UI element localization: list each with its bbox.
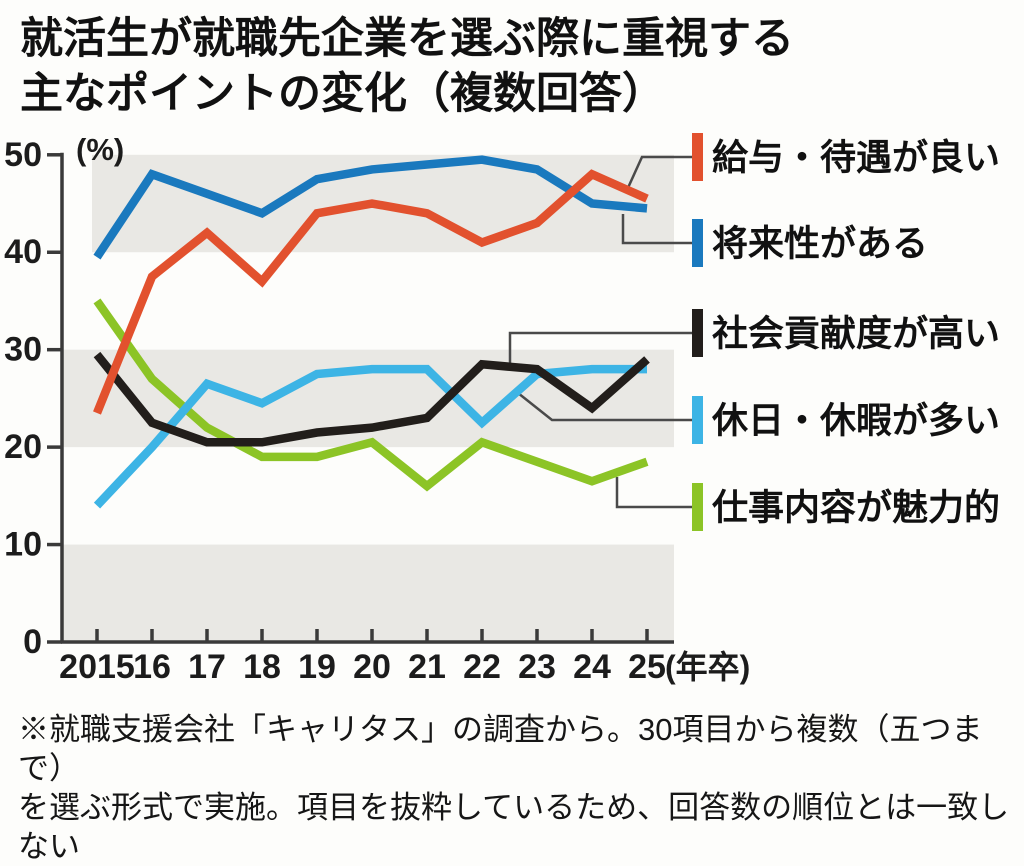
x-tick-label: 20 bbox=[353, 648, 391, 686]
chart-title: 就活生が就職先企業を選ぶ際に重視する 主なポイントの変化（複数回答） bbox=[20, 12, 794, 122]
x-tick-label: 18 bbox=[243, 648, 281, 686]
legend-leader-salary-treatment bbox=[625, 155, 696, 191]
x-axis-unit-label: (年卒) bbox=[665, 649, 750, 685]
x-tick-label: 19 bbox=[298, 648, 336, 686]
y-tick-label: 30 bbox=[4, 331, 42, 369]
series-line-salary-treatment bbox=[93, 169, 649, 415]
chart-title-line1: 就活生が就職先企業を選ぶ際に重視する bbox=[20, 15, 794, 63]
footnote: ※就職支援会社「キャリタス」の調査から。30項目から複数（五つまで） を選ぶ形式… bbox=[18, 710, 1013, 866]
y-tick-label: 50 bbox=[4, 136, 42, 174]
series-line-holidays-vacation bbox=[93, 364, 647, 509]
series-line-work-content bbox=[93, 298, 649, 492]
x-tick-label: 16 bbox=[133, 648, 171, 686]
legend-swatch-future-potential bbox=[692, 219, 703, 267]
y-tick-label: 20 bbox=[4, 428, 42, 466]
legend-label-social-contribution: 社会貢献度が高い bbox=[712, 313, 1000, 354]
series-line-social-contribution bbox=[93, 351, 650, 447]
legend-leader-holidays-vacation bbox=[517, 392, 696, 422]
legend-leader-future-potential bbox=[621, 214, 696, 245]
grid-band bbox=[63, 544, 674, 642]
footnote-line2: を選ぶ形式で実施。項目を抜粋しているため、回答数の順位とは一致し bbox=[18, 790, 1010, 825]
legend-label-holidays-vacation: 休日・休暇が多い bbox=[711, 400, 1000, 441]
x-tick-label: 2015 bbox=[59, 648, 135, 686]
series-line-future-potential bbox=[93, 155, 648, 260]
chart-area: 50 40 30 20 10 0 (%) 2015 16 17 18 19 20 21 22 23 24 25 (年… bbox=[0, 130, 1024, 702]
legend-swatch-work-content bbox=[692, 483, 703, 531]
x-tick-label: 25 bbox=[628, 648, 666, 686]
legend-swatch-social-contribution bbox=[692, 309, 703, 357]
footnote-line1: ※就職支援会社「キャリタス」の調査から。30項目から複数（五つまで） bbox=[18, 712, 983, 786]
legend-swatch-holidays-vacation bbox=[692, 396, 703, 444]
x-tick-label: 23 bbox=[518, 648, 556, 686]
x-tick-label: 24 bbox=[573, 648, 611, 686]
y-tick-label: 10 bbox=[4, 526, 42, 564]
legend-swatch-salary-treatment bbox=[692, 133, 703, 181]
y-tick-label: 0 bbox=[23, 623, 42, 661]
legend-leader-work-content bbox=[615, 477, 696, 509]
legend-label-future-potential: 将来性がある bbox=[712, 223, 928, 264]
x-tick-label: 21 bbox=[408, 648, 446, 686]
legend-leader-social-contribution bbox=[508, 331, 696, 367]
x-tick-label: 22 bbox=[463, 648, 501, 686]
y-tick-label: 40 bbox=[4, 233, 42, 271]
footnote-line3: ない bbox=[18, 829, 80, 864]
x-tick-label: 17 bbox=[188, 648, 226, 686]
y-axis-unit-label: (%) bbox=[76, 132, 124, 167]
legend-label-salary-treatment: 給与・待遇が良い bbox=[712, 137, 1000, 178]
chart-title-line2: 主なポイントの変化（複数回答） bbox=[20, 70, 665, 118]
legend-label-work-content: 仕事内容が魅力的 bbox=[712, 487, 1000, 528]
